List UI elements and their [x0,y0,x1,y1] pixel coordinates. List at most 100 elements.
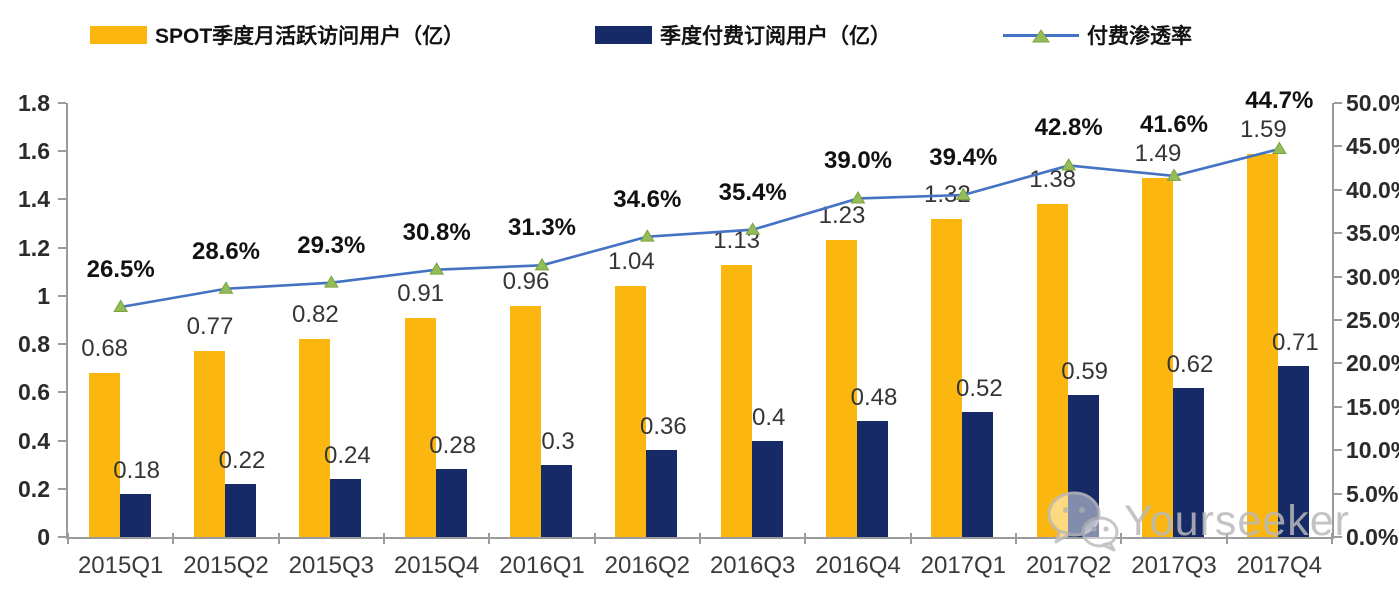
penetration-label: 34.6% [613,185,682,213]
penetration-marker [113,299,129,312]
subscriber-bar-label: 0.24 [323,442,371,470]
left-axis-tick-label: 0.2 [18,475,50,502]
subscriber-bar [435,469,467,537]
x-axis-tick [699,533,701,544]
penetration-label: 28.6% [191,237,261,265]
x-axis-tick [593,533,596,544]
left-axis-tick [58,150,66,153]
subscriber-bar [751,440,783,537]
x-axis-tick [1331,533,1333,544]
mau-bar-label: 1.38 [1029,166,1077,194]
subscriber-bar [1067,394,1099,537]
x-axis-tick [67,533,69,544]
subscriber-legend-swatch [595,26,652,44]
right-axis-tick [1334,492,1342,495]
left-axis-tick-label: 1 [37,282,50,309]
penetration-marker [323,275,339,288]
penetration-label: 29.3% [297,231,366,259]
right-axis-tick-label: 50.0% [1346,90,1399,116]
mau-bar-label: 0.82 [291,301,339,329]
wechat-icon [1047,491,1119,552]
right-axis-tick [1334,319,1342,321]
penetration-legend-label: 付费渗透率 [1087,25,1192,48]
right-axis-tick [1334,449,1342,452]
subscriber-bar-label: 0.22 [218,446,266,474]
right-axis-tick [1334,275,1342,278]
subscriber-bar-label: 0.18 [113,456,161,484]
left-axis-tick [58,198,66,201]
x-axis-label: 2016Q3 [709,552,796,579]
right-axis-tick-label: 5.0% [1346,480,1399,507]
subscriber-bar [225,483,256,537]
left-axis-tick [58,102,66,104]
subscriber-legend-label: 季度付费订阅用户（亿） [660,25,891,48]
mau-bar [510,305,541,537]
subscriber-bar-label: 0.71 [1271,328,1319,356]
subscriber-bar [1173,387,1204,537]
penetration-label: 39.0% [823,147,893,175]
mau-bar-label: 1.04 [607,248,655,276]
mau-bar [88,373,120,537]
subscriber-bar [541,464,572,537]
watermark: Yourseeker [1046,490,1350,552]
x-axis-tick [277,533,280,544]
subscriber-bar-label: 0.52 [955,374,1003,402]
subscriber-bar [119,493,151,537]
penetration-marker [218,281,234,294]
left-axis-tick-label: 0.4 [18,427,50,454]
x-axis-tick [172,533,175,544]
x-axis-label: 2016Q1 [499,552,585,579]
penetration-legend-swatch [1003,26,1079,44]
triangle-marker-icon [1032,29,1050,43]
right-axis-tick-label: 35.0% [1346,220,1399,247]
mau-bar-label: 1.13 [713,226,761,254]
right-axis-tick-label: 25.0% [1346,307,1399,333]
mau-bar-label: 0.68 [81,335,129,363]
x-axis-label: 2017Q1 [920,552,1007,579]
legend-item-mau: SPOT季度月活跃访问用户（亿） [90,20,464,50]
right-axis-tick-label: 20.0% [1346,350,1399,377]
x-axis-label: 2015Q3 [288,552,375,579]
x-axis-label: 2017Q4 [1236,552,1323,579]
right-axis-tick [1334,188,1342,191]
left-axis-tick-label: 0 [37,524,50,550]
left-axis-tick-label: 1.4 [18,186,50,213]
left-axis [66,103,68,539]
mau-legend-swatch [90,26,147,44]
x-axis-label: 2015Q2 [183,552,269,579]
mau-bar-label: 1.49 [1134,139,1182,167]
subscriber-bar [962,411,994,537]
mau-bar [194,351,225,537]
x-axis-label: 2016Q4 [815,552,901,579]
right-axis-tick-label: 0.0% [1346,524,1399,550]
subscriber-bar-label: 0.3 [541,427,575,455]
left-axis-tick [58,487,66,490]
penetration-label: 39.4% [929,144,998,171]
right-axis-tick-label: 45.0% [1346,133,1399,160]
penetration-label: 44.7% [1245,86,1314,114]
left-axis-tick [58,246,66,249]
subscriber-bar-label: 0.4 [751,403,786,431]
left-axis-tick-label: 1.2 [18,234,50,261]
left-axis-tick-label: 1.6 [18,138,50,165]
right-axis-tick-label: 15.0% [1346,393,1399,420]
penetration-label: 31.3% [507,214,577,242]
x-axis-label: 2017Q2 [1025,552,1112,579]
mau-bar [404,317,436,537]
penetration-label: 42.8% [1034,114,1103,142]
x-axis-tick [1120,533,1123,544]
penetration-marker [850,190,866,204]
watermark-text: Yourseeker [1124,496,1350,545]
subscriber-bar [646,450,678,537]
subscriber-bar [1278,365,1310,537]
subscriber-bar-label: 0.62 [1166,350,1214,378]
right-axis-tick [1334,362,1342,365]
left-axis-tick-label: 1.8 [18,90,50,116]
right-axis-tick [1334,536,1342,538]
penetration-marker [1271,141,1287,155]
mau-bar [720,264,752,537]
penetration-label: 41.6% [1139,110,1209,138]
right-axis-tick-label: 30.0% [1346,263,1399,290]
subscriber-bar [857,421,888,537]
left-axis-tick [58,391,66,394]
